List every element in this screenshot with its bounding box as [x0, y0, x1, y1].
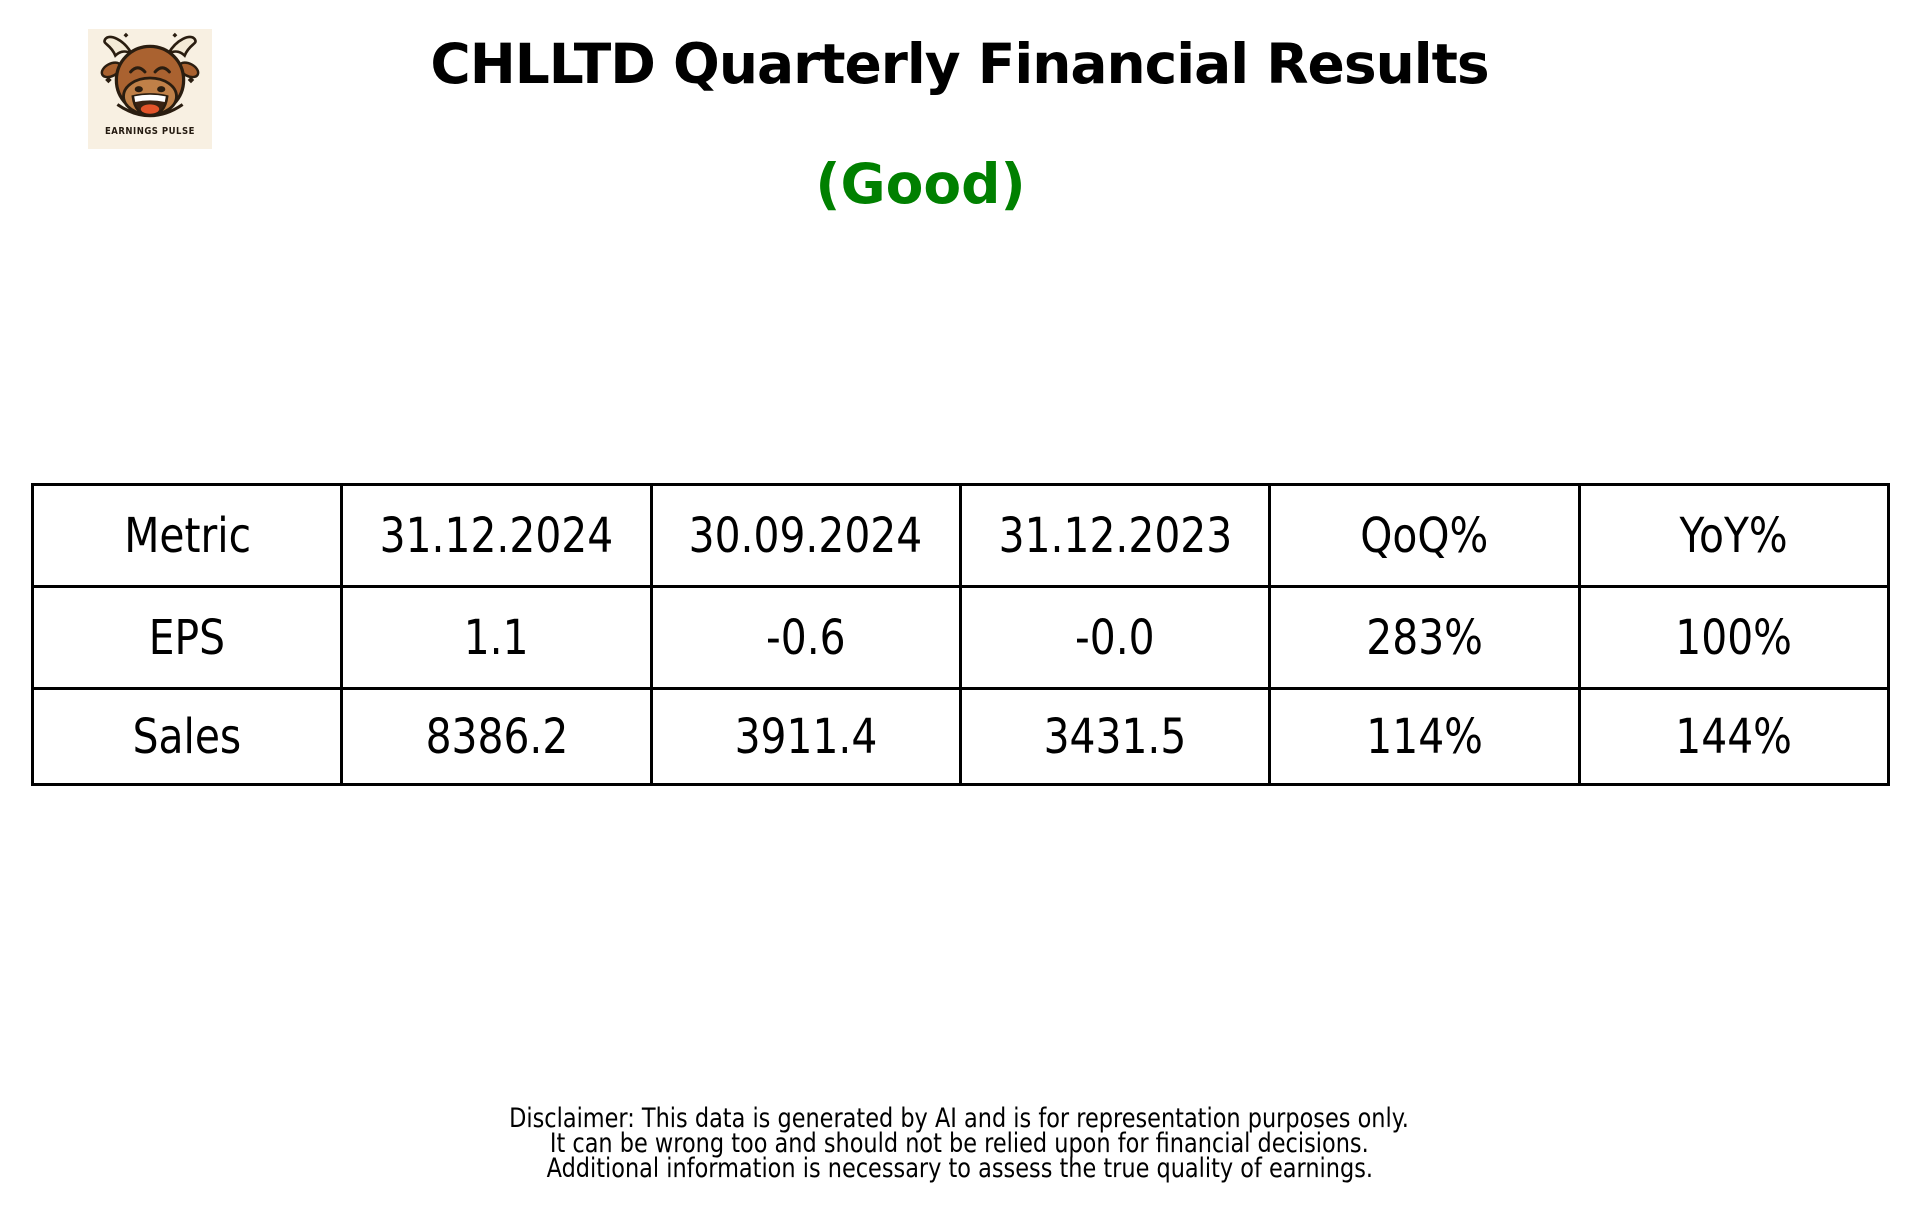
metric-name-cell: Sales [30, 687, 344, 786]
column-header-q-yearago: 31.12.2023 [958, 483, 1272, 588]
logo-caption: EARNINGS PULSE [104, 126, 195, 137]
bull-eye-right [153, 66, 171, 74]
table-header-row: Metric 31.12.2024 30.09.2024 31.12.2023 … [30, 483, 1891, 588]
bull-nostril-left [134, 86, 143, 93]
earnings-pulse-logo: EARNINGS PULSE [88, 29, 212, 149]
disclaimer-line: Additional information is necessary to a… [546, 1153, 1373, 1184]
bull-teeth [134, 94, 166, 102]
bull-horn-right [165, 35, 197, 58]
yoy-change-cell: 144% [1577, 687, 1891, 786]
table-row-eps: EPS 1.1 -0.6 -0.0 283% 100% [30, 585, 1891, 690]
bull-tongue [140, 104, 160, 114]
verdict-label: (Good) [815, 152, 1026, 216]
yoy-change-cell: 100% [1577, 585, 1891, 690]
bull-eye-left [129, 66, 147, 74]
sparkle-icon [105, 76, 112, 84]
bull-logo-icon [100, 32, 200, 118]
value-cell: -0.0 [958, 585, 1272, 690]
column-header-qoq: QoQ% [1268, 483, 1581, 588]
disclaimer-text: Disclaimer: This data is generated by AI… [0, 1103, 1919, 1184]
metric-name-cell: EPS [30, 585, 344, 690]
financial-results-table: Metric 31.12.2024 30.09.2024 31.12.2023 … [30, 483, 1891, 786]
qoq-change-cell: 114% [1268, 687, 1581, 786]
column-header-q-previous: 30.09.2024 [649, 483, 962, 588]
column-header-q-current: 31.12.2024 [340, 483, 653, 588]
disclaimer-line: Disclaimer: This data is generated by AI… [509, 1103, 1410, 1134]
value-cell: 8386.2 [340, 687, 653, 786]
bull-nostril-right [157, 86, 166, 93]
value-cell: -0.6 [649, 585, 962, 690]
disclaimer-line: It can be wrong too and should not be re… [550, 1128, 1369, 1159]
value-cell: 3431.5 [958, 687, 1272, 786]
table-row-sales: Sales 8386.2 3911.4 3431.5 114% 144% [30, 687, 1891, 786]
column-header-yoy: YoY% [1577, 483, 1891, 588]
value-cell: 3911.4 [649, 687, 962, 786]
column-header-metric: Metric [30, 483, 344, 588]
qoq-change-cell: 283% [1268, 585, 1581, 690]
value-cell: 1.1 [340, 585, 653, 690]
page-title: CHLLTD Quarterly Financial Results [430, 32, 1489, 96]
sparkle-icon [187, 76, 195, 84]
bull-horn-left [103, 35, 135, 58]
